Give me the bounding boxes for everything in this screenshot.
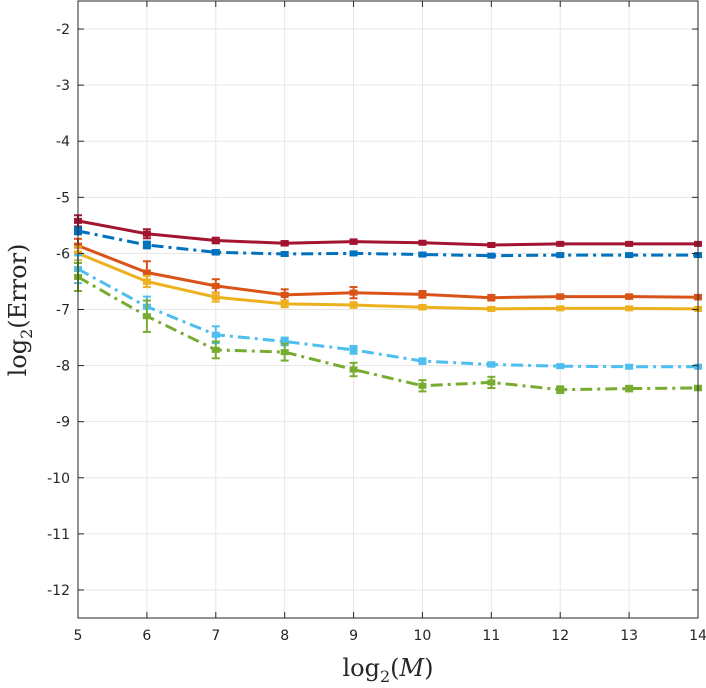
series-6-point: [418, 382, 427, 389]
series-6-point: [280, 349, 289, 356]
y-axis-label-prefix: log: [4, 339, 32, 377]
ticks: 5 6 7 8 9 10 11 12 13 14 -12 -11 -10 -9 -8 -7 -6 -5 -4 -3 -2: [47, 1, 706, 644]
series-5-point: [349, 346, 358, 353]
y-axis-label-sub: 2: [17, 329, 36, 339]
x-axis-label: log2(M): [342, 654, 433, 686]
y-tick-label: -11: [47, 527, 70, 543]
series-5-point: [556, 363, 565, 370]
x-tick-label: 12: [551, 628, 569, 644]
x-tick-label: 10: [414, 628, 432, 644]
series-6-point: [211, 346, 220, 353]
x-axis-label-arg: M: [399, 654, 426, 682]
series-2-point: [280, 250, 289, 257]
y-tick-label: -5: [56, 190, 70, 206]
series-6-point: [625, 385, 634, 392]
series-1-point: [418, 239, 427, 246]
series-3-point: [349, 289, 358, 296]
series-2-point: [142, 241, 151, 248]
x-tick-label: 6: [142, 628, 151, 644]
series-5-point: [211, 331, 220, 338]
series-6-point: [556, 386, 565, 393]
series-4-point: [211, 294, 220, 301]
y-tick-label: -8: [56, 359, 70, 375]
series-1-point: [349, 238, 358, 245]
y-axis-label-arg: Error: [4, 252, 32, 319]
y-tick-label: -12: [47, 583, 70, 599]
x-axis-label-close: ): [424, 654, 433, 682]
y-tick-label: -4: [56, 134, 70, 150]
series-4-point: [418, 304, 427, 311]
series-4-point: [349, 302, 358, 309]
series-3-point: [556, 293, 565, 300]
y-tick-label: -2: [56, 22, 70, 38]
x-tick-label: 13: [620, 628, 638, 644]
series-1-point: [556, 240, 565, 247]
series-3-point: [625, 293, 634, 300]
x-tick-label: 9: [349, 628, 358, 644]
x-tick-label: 8: [280, 628, 289, 644]
series-layer: [74, 214, 702, 395]
series-6-line: [77, 275, 699, 392]
y-tick-label: -9: [56, 415, 70, 431]
series-2-line: [77, 229, 698, 258]
series-5-point: [487, 361, 496, 368]
x-tick-label: 14: [689, 628, 706, 644]
series-2-point: [625, 252, 634, 259]
series-4-point: [625, 305, 634, 312]
series-2-point: [418, 251, 427, 258]
series-2-point: [556, 252, 565, 259]
series-4-group: [74, 245, 702, 312]
series-5-point: [625, 363, 634, 370]
y-axis-label-close: ): [4, 244, 32, 253]
x-axis-label-open: (: [390, 654, 399, 682]
series-4-line: [77, 252, 699, 311]
series-4-point: [142, 278, 151, 285]
y-tick-label: -7: [56, 303, 70, 319]
series-1-point: [211, 237, 220, 244]
y-tick-label: -3: [56, 78, 70, 94]
series-1-line: [77, 219, 698, 247]
series-1-point: [142, 230, 151, 237]
series-4-point: [556, 305, 565, 312]
series-3-line: [77, 244, 699, 300]
y-tick-label: -6: [56, 246, 70, 262]
series-3-point: [142, 269, 151, 276]
series-2-point: [211, 249, 220, 256]
series-2-point: [487, 252, 496, 259]
x-tick-label: 11: [482, 628, 500, 644]
series-5-point: [418, 358, 427, 365]
series-3-point: [211, 282, 220, 289]
series-6-point: [142, 313, 151, 320]
series-3-point: [487, 294, 496, 301]
series-4-point: [280, 300, 289, 307]
y-tick-label: -10: [47, 471, 70, 487]
series-1-point: [280, 240, 289, 247]
x-tick-label: 5: [74, 628, 83, 644]
series-1-point: [487, 241, 496, 248]
x-tick-label: 7: [211, 628, 220, 644]
x-axis-label-sub: 2: [380, 667, 390, 686]
series-5-line: [77, 267, 698, 369]
series-2-point: [349, 250, 358, 257]
series-4-point: [487, 305, 496, 312]
series-1-point: [625, 240, 634, 247]
x-axis-label-prefix: log: [342, 654, 380, 682]
y-axis-label-open: (: [4, 319, 32, 328]
series-1-group: [74, 214, 702, 248]
series-6-point: [487, 379, 496, 386]
series-3-point: [418, 291, 427, 298]
series-6-point: [349, 366, 358, 373]
series-3-point: [280, 291, 289, 298]
y-axis-label: log2(Error): [4, 244, 36, 377]
series-5-point: [280, 338, 289, 345]
